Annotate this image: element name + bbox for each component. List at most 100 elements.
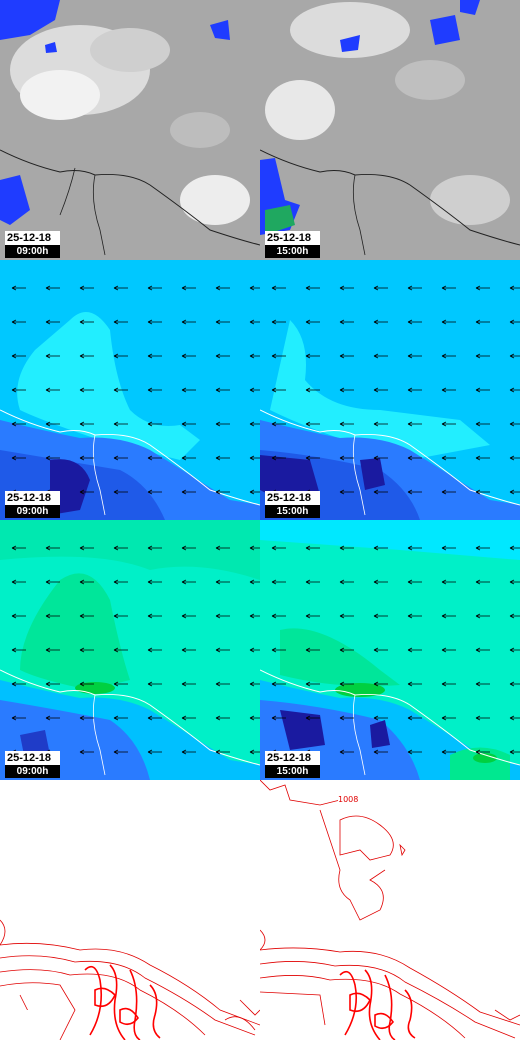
date-text: 25-12-18	[5, 231, 60, 245]
time-text: 15:00h	[265, 505, 320, 518]
wind-arrow-icon	[181, 647, 196, 653]
wind-map-graphic	[260, 260, 520, 520]
wind-arrow-icon	[45, 421, 60, 427]
wind-arrow-icon	[407, 387, 422, 393]
wind-arrow-icon	[373, 545, 388, 551]
wind-arrow-icon	[339, 613, 354, 619]
wind-arrow-icon	[407, 715, 422, 721]
pressure-contours	[0, 780, 260, 1040]
wind-arrow-icon	[305, 455, 320, 461]
wind-arrow-icon	[79, 647, 94, 653]
time-text: 09:00h	[5, 505, 60, 518]
wind-arrow-icon	[407, 749, 422, 755]
wind-arrow-icon	[249, 647, 260, 653]
wind-arrow-icon	[373, 421, 388, 427]
time-text: 09:00h	[5, 245, 60, 258]
wind-arrow-icon	[11, 545, 26, 551]
wind-arrow-icon	[181, 749, 196, 755]
wind-arrow-icon	[11, 285, 26, 291]
wind-arrow-icon	[79, 353, 94, 359]
wind-arrow-icon	[305, 545, 320, 551]
wind-arrow-icon	[407, 545, 422, 551]
wind-arrow-icon	[181, 353, 196, 359]
wind-arrow-icon	[339, 579, 354, 585]
wind-arrow-icon	[271, 387, 286, 393]
wind-arrow-icon	[475, 489, 490, 495]
wind-arrow-icon	[79, 749, 94, 755]
wind-arrow-icon	[113, 715, 128, 721]
time-text: 15:00h	[265, 765, 320, 778]
wind-arrow-icon	[181, 613, 196, 619]
wind-arrow-icon	[339, 421, 354, 427]
wind-arrow-icon	[113, 387, 128, 393]
wind-arrow-icon	[271, 681, 286, 687]
pressure-contours	[260, 780, 520, 1040]
isobar-label: 1008	[338, 795, 359, 804]
time-text: 09:00h	[5, 765, 60, 778]
wind-arrow-icon	[249, 579, 260, 585]
date-text: 25-12-18	[265, 491, 320, 505]
wind-arrow-icon	[79, 579, 94, 585]
wind-arrow-icon	[305, 715, 320, 721]
wind-arrow-icon	[147, 319, 162, 325]
wind-arrow-icon	[509, 353, 520, 359]
wind-arrow-icon	[249, 319, 260, 325]
wind-arrow-icon	[475, 681, 490, 687]
wind-arrow-icon	[339, 319, 354, 325]
wind-arrow-icon	[249, 455, 260, 461]
wind-arrow-icon	[45, 387, 60, 393]
wind-arrow-icon	[11, 353, 26, 359]
wind-arrow-icon	[147, 285, 162, 291]
wind-arrow-icon	[11, 715, 26, 721]
wind-arrow-icon	[509, 319, 520, 325]
wind-arrow-icon	[373, 387, 388, 393]
wind-arrow-icon	[45, 545, 60, 551]
wind-arrow-icon	[181, 387, 196, 393]
wind-arrow-icon	[441, 387, 456, 393]
wind-arrow-icon	[509, 715, 520, 721]
wind-arrow-icon	[339, 647, 354, 653]
wind-arrow-icon	[475, 421, 490, 427]
wind-arrow-icon	[305, 421, 320, 427]
wind-arrow-icon	[249, 613, 260, 619]
wind-arrow-icon	[45, 285, 60, 291]
wind-arrow-icon	[11, 387, 26, 393]
wind-arrow-icon	[373, 681, 388, 687]
timestamp-label: 25-12-18 09:00h	[5, 751, 60, 778]
wind-arrow-icon	[45, 681, 60, 687]
wind-arrow-icon	[271, 545, 286, 551]
wind-arrow-icon	[249, 285, 260, 291]
wind-arrow-icon	[215, 421, 230, 427]
wind-map-0900: 25-12-18 09:00h	[0, 260, 260, 520]
wind-arrow-icon	[475, 353, 490, 359]
wind-arrow-icon	[147, 353, 162, 359]
wind-arrow-icon	[113, 545, 128, 551]
wind-arrow-icon	[441, 421, 456, 427]
wind-arrow-icon	[373, 319, 388, 325]
wind-arrow-icon	[373, 715, 388, 721]
timestamp-label: 25-12-18 15:00h	[265, 751, 320, 778]
wind-arrow-icon	[113, 489, 128, 495]
timestamp-label: 25-12-18 15:00h	[265, 491, 320, 518]
wind-arrow-icon	[113, 353, 128, 359]
wind-arrow-icon	[339, 715, 354, 721]
wind-arrow-icon	[441, 749, 456, 755]
wind-arrow-icon	[407, 681, 422, 687]
wind-arrow-icon	[305, 579, 320, 585]
wind-arrow-icon	[305, 319, 320, 325]
wind-arrow-icon	[441, 681, 456, 687]
wind-arrow-icon	[113, 613, 128, 619]
wind-arrow-icon	[181, 285, 196, 291]
wind-arrow-icon	[215, 681, 230, 687]
wind-arrow-icon	[339, 353, 354, 359]
wind-arrow-icon	[475, 715, 490, 721]
wind-arrow-icon	[249, 489, 260, 495]
wind-arrow-icon	[215, 285, 230, 291]
wind-arrow-icon	[271, 421, 286, 427]
wind-arrow-icon	[271, 613, 286, 619]
wind-arrow-icon	[147, 387, 162, 393]
wind-arrow-icon	[509, 387, 520, 393]
wind-arrow-icon	[181, 579, 196, 585]
wind-arrow-icon	[11, 647, 26, 653]
wind-arrow-icon	[249, 749, 260, 755]
